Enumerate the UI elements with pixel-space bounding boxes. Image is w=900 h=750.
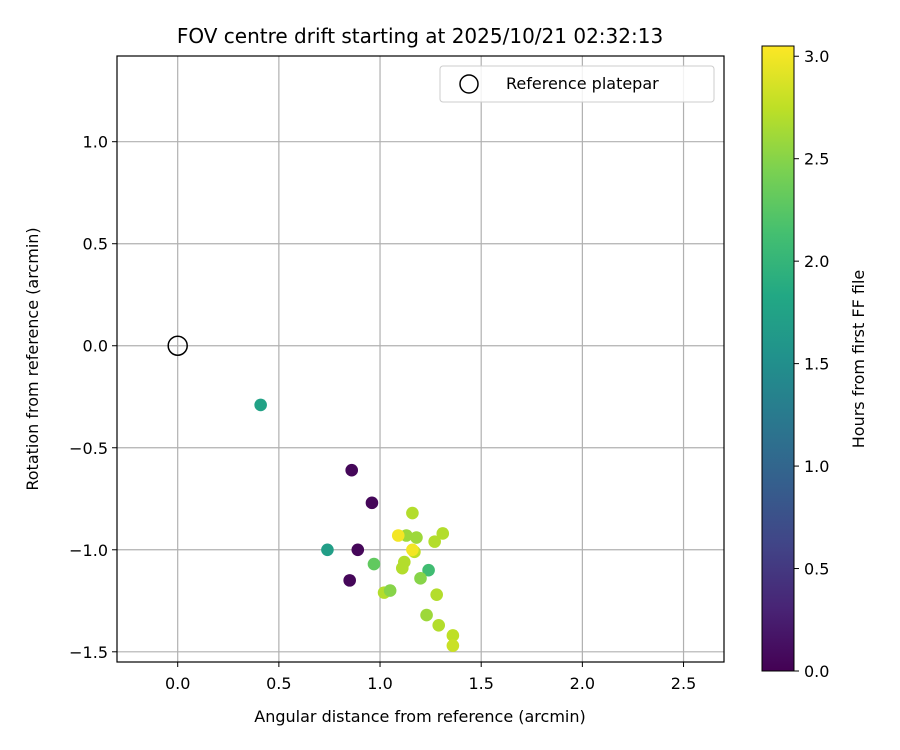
scatter-point — [430, 588, 443, 601]
y-tick-label: −0.5 — [69, 439, 108, 458]
scatter-point — [432, 618, 446, 632]
x-axis-ticks: 0.0 0.5 1.0 1.5 2.0 2.5 — [165, 662, 696, 693]
scatter-point — [321, 543, 334, 557]
scatter-point — [436, 527, 450, 540]
scatter-point — [343, 574, 356, 587]
legend: Reference platepar — [439, 65, 715, 103]
colorbar-tick-label: 0.0 — [804, 662, 829, 681]
y-tick-label: 1.0 — [83, 133, 108, 152]
y-tick-label: −1.0 — [69, 541, 108, 560]
colorbar-tick-label: 1.0 — [804, 457, 829, 476]
scatter-point — [446, 629, 460, 642]
scatter-point — [410, 531, 423, 544]
colorbar-tick-label: 0.5 — [804, 560, 829, 579]
scatter-point — [351, 543, 365, 557]
legend-entry-reference: Reference platepar — [506, 74, 659, 93]
y-tick-label: 0.0 — [83, 337, 108, 356]
y-tick-label: −1.5 — [69, 643, 108, 662]
scatter-point — [420, 608, 433, 622]
colorbar-tick-label: 2.5 — [804, 150, 829, 169]
scatter-point — [365, 496, 379, 510]
colorbar-tick-label: 1.5 — [804, 355, 829, 374]
legend-marker-icon — [459, 74, 479, 94]
scatter-point — [406, 506, 419, 520]
x-tick-label: 0.0 — [165, 674, 190, 693]
y-axis-label: Rotation from reference (arcmin) — [23, 227, 42, 490]
scatter-point — [383, 584, 397, 597]
chart-title: FOV centre drift starting at 2025/10/21 … — [177, 24, 663, 48]
x-axis-label: Angular distance from reference (arcmin) — [254, 707, 585, 726]
x-tick-label: 0.5 — [266, 674, 291, 693]
scatter-point — [345, 463, 359, 477]
y-axis-ticks: −1.5 −1.0 −0.5 0.0 0.5 1.0 — [69, 133, 117, 662]
colorbar-tick-label: 2.0 — [804, 252, 829, 271]
plot-frame — [116, 55, 725, 663]
scatter-point — [428, 535, 441, 548]
x-tick-label: 2.5 — [671, 674, 696, 693]
colorbar-label: Hours from first FF file — [849, 270, 868, 449]
scatter-point — [391, 529, 405, 542]
x-tick-label: 1.5 — [468, 674, 493, 693]
scatter-point — [406, 543, 419, 557]
grid-lines — [117, 56, 724, 662]
scatter-point — [395, 561, 409, 575]
scatter-point — [254, 398, 267, 412]
scatter-point — [414, 572, 427, 585]
scatter-point — [446, 639, 460, 652]
colorbar — [761, 45, 795, 672]
reference-platepar-marker — [167, 335, 188, 356]
legend-box — [439, 65, 715, 103]
scatter-point — [367, 557, 381, 571]
x-tick-label: 1.0 — [367, 674, 392, 693]
colorbar-ticks: 0.0 0.5 1.0 1.5 2.0 2.5 3.0 — [794, 47, 829, 681]
scatter-point — [422, 563, 435, 577]
data-points — [167, 335, 460, 652]
colorbar-tick-label: 3.0 — [804, 47, 829, 66]
x-tick-label: 2.0 — [570, 674, 595, 693]
y-tick-label: 0.5 — [83, 235, 108, 254]
